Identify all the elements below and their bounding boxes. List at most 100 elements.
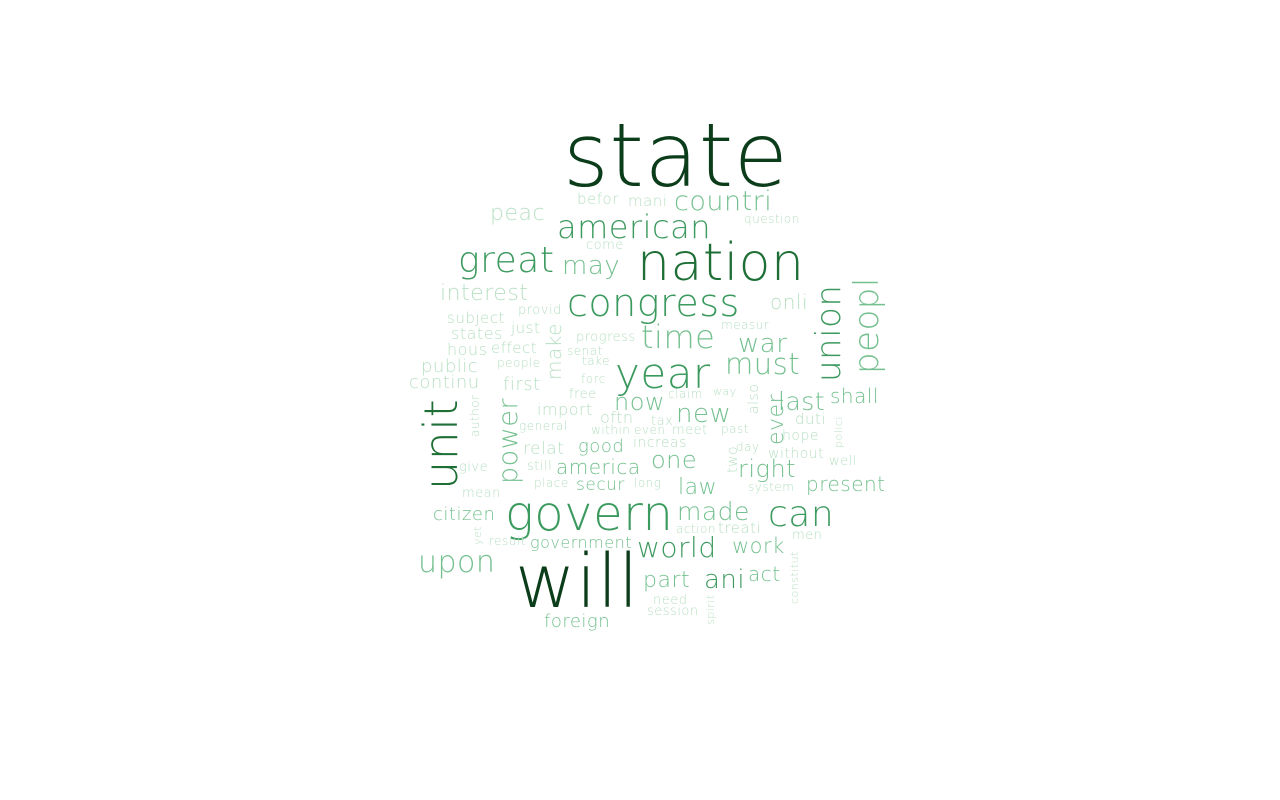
word-right: right [738, 455, 796, 483]
word-upon: upon [418, 545, 495, 580]
word-time: time [641, 318, 715, 356]
word-state: state [563, 104, 788, 207]
word-year: year [615, 349, 711, 398]
word-come: come [586, 238, 624, 253]
word-measur: measur [721, 318, 769, 332]
word-provid: provid [518, 303, 562, 318]
word-give: give [459, 460, 488, 475]
word-men: men [792, 528, 822, 543]
word-within: within [591, 423, 630, 437]
word-still: still [527, 459, 552, 474]
word-even: even [634, 423, 665, 437]
word-hope: hope [782, 428, 819, 444]
word-polici: polici [832, 416, 845, 448]
word-must: must [725, 347, 800, 381]
word-union: union [809, 285, 849, 382]
word-first: first [503, 374, 541, 395]
word-spirit: spirit [704, 594, 717, 625]
word-effect: effect [491, 339, 537, 357]
word-citizen: citizen [433, 504, 495, 525]
word-claim: claim [668, 387, 703, 401]
word-ani: ani [704, 565, 745, 595]
word-last: last [778, 387, 825, 416]
word-way: way [713, 385, 737, 398]
word-befor: befor [577, 190, 619, 208]
word-peopl: peopl [847, 277, 887, 374]
word-long: long [634, 476, 661, 490]
word-can: can [768, 494, 834, 535]
word-nation: nation [637, 233, 804, 293]
word-countri: countri [674, 186, 772, 217]
word-work: work [732, 534, 785, 558]
word-secur: secur [576, 475, 625, 495]
word-onli: onli [770, 290, 808, 314]
word-world: world [637, 531, 717, 564]
word-also: also [746, 384, 762, 414]
word-ever: ever [764, 393, 789, 445]
word-new: new [676, 399, 731, 429]
word-oftn: oftn [600, 408, 634, 427]
word-now: now [614, 388, 665, 416]
word-session: session [647, 604, 699, 619]
word-government: government [530, 533, 632, 552]
word-american: american [557, 208, 711, 246]
word-continu: continu [409, 372, 480, 393]
word-good: good [578, 436, 624, 457]
word-meet: meet [672, 423, 708, 438]
word-part: part [643, 568, 690, 593]
word-hous: hous [447, 340, 487, 359]
word-present: present [806, 472, 886, 496]
word-day: day [736, 440, 760, 454]
word-action: action [676, 522, 716, 536]
word-people: people [497, 356, 541, 370]
word-foreign: foreign [544, 611, 610, 632]
word-law: law [678, 475, 717, 500]
word-well: well [829, 454, 857, 469]
word-place: place [534, 476, 569, 490]
word-progress: progress [576, 330, 636, 345]
word-america: america [556, 455, 641, 479]
word-take: take [582, 354, 610, 368]
word-mani: mani [628, 192, 667, 210]
word-mean: mean [462, 486, 501, 501]
word-peac: peac [490, 201, 545, 226]
word-author: author [468, 394, 482, 437]
word-act: act [748, 562, 781, 586]
word-may: may [562, 251, 620, 281]
word-without: without [768, 446, 824, 462]
word-free: free [569, 387, 597, 402]
word-one: one [651, 446, 697, 474]
word-just: just [510, 319, 540, 337]
word-result: result [489, 534, 526, 548]
word-subject: subject [447, 309, 505, 327]
word-public: public [421, 356, 478, 377]
word-senat: senat [567, 344, 603, 358]
word-made: made [677, 497, 750, 526]
word-question: question [744, 212, 800, 226]
word-make: make [542, 323, 566, 380]
word-tax: tax [651, 414, 673, 429]
word-constitut: constitut [788, 551, 801, 604]
word-relat: relat [523, 439, 564, 459]
word-will: will [515, 539, 639, 625]
word-duti: duti [795, 410, 826, 428]
word-congress: congress [567, 281, 740, 325]
word-need: need [653, 593, 688, 608]
word-power: power [493, 398, 524, 484]
word-treati: treati [718, 519, 761, 537]
word-general: general [519, 419, 568, 433]
word-unit: unit [414, 399, 468, 490]
word-shall: shall [830, 384, 879, 408]
word-interest: interest [440, 281, 528, 306]
word-great: great [458, 240, 554, 281]
word-yet: yet [471, 526, 484, 545]
word-import: import [537, 400, 593, 419]
word-war: war [738, 329, 787, 359]
word-past: past [721, 422, 749, 436]
word-govern: govern [505, 486, 673, 542]
word-system: system [748, 480, 794, 494]
word-states: states [451, 324, 503, 343]
word-two: two [725, 446, 741, 473]
word-increas: increas [633, 435, 687, 451]
